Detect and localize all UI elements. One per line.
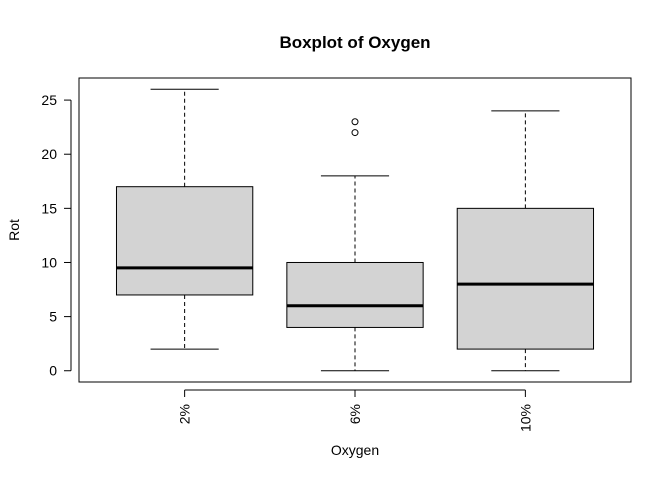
y-axis-label: Rot <box>6 219 22 241</box>
x-axis-label: Oxygen <box>331 442 379 458</box>
outlier-point <box>351 118 359 126</box>
plot-frame <box>78 77 632 383</box>
x-axis: 2% 6% 10% <box>177 389 533 432</box>
y-tick-label: 20 <box>41 146 57 162</box>
y-tick-label: 10 <box>41 254 57 270</box>
x-tick-label: 2% <box>177 404 193 424</box>
outlier-point <box>351 129 359 137</box>
y-tick-label: 15 <box>41 200 57 216</box>
boxes-group <box>115 88 595 372</box>
y-tick-label: 25 <box>41 92 57 108</box>
x-tick-label: 10% <box>517 404 533 432</box>
x-tick-label: 6% <box>347 404 363 424</box>
y-tick-label: 5 <box>49 309 57 325</box>
box-2% <box>115 186 254 296</box>
box-6% <box>286 261 424 328</box>
box-10% <box>456 207 595 350</box>
chart-title: Boxplot of Oxygen <box>279 33 430 52</box>
y-axis: 0 5 10 15 20 25 <box>41 92 72 379</box>
y-tick-label: 0 <box>49 363 57 379</box>
